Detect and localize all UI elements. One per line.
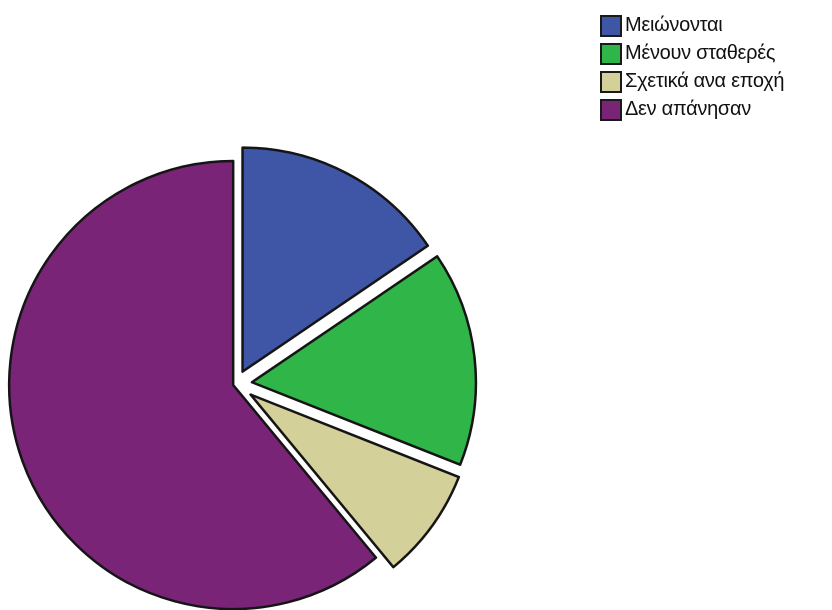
legend-label-no-answer: Δεν απάνησαν [625, 98, 751, 120]
pie-slices [7, 146, 478, 610]
legend-label-stable: Μένουν σταθερές [625, 42, 776, 64]
legend-item-stable: Μένουν σταθερές [600, 40, 784, 67]
legend-label-decreasing: Μειώνονται [625, 14, 723, 36]
legend-item-decreasing: Μειώνονται [600, 12, 784, 39]
pie-slice-seasonal [249, 393, 461, 569]
pie-slice-stable [250, 255, 478, 466]
pie-slice-decreasing [241, 146, 430, 373]
chart-legend: Μειώνονται Μένουν σταθερές Σχετικά ανα ε… [600, 12, 785, 124]
legend-swatch-decreasing [600, 14, 622, 37]
pie-slice-no-answer [7, 159, 378, 610]
legend-label-seasonal: Σχετικά ανα εποχή [625, 70, 785, 92]
legend-item-no-answer: Δεν απάνησαν [600, 96, 784, 123]
legend-swatch-seasonal [600, 70, 622, 93]
legend-item-seasonal: Σχετικά ανα εποχή [600, 68, 785, 95]
legend-swatch-no-answer [600, 98, 622, 121]
legend-swatch-stable [600, 42, 622, 65]
